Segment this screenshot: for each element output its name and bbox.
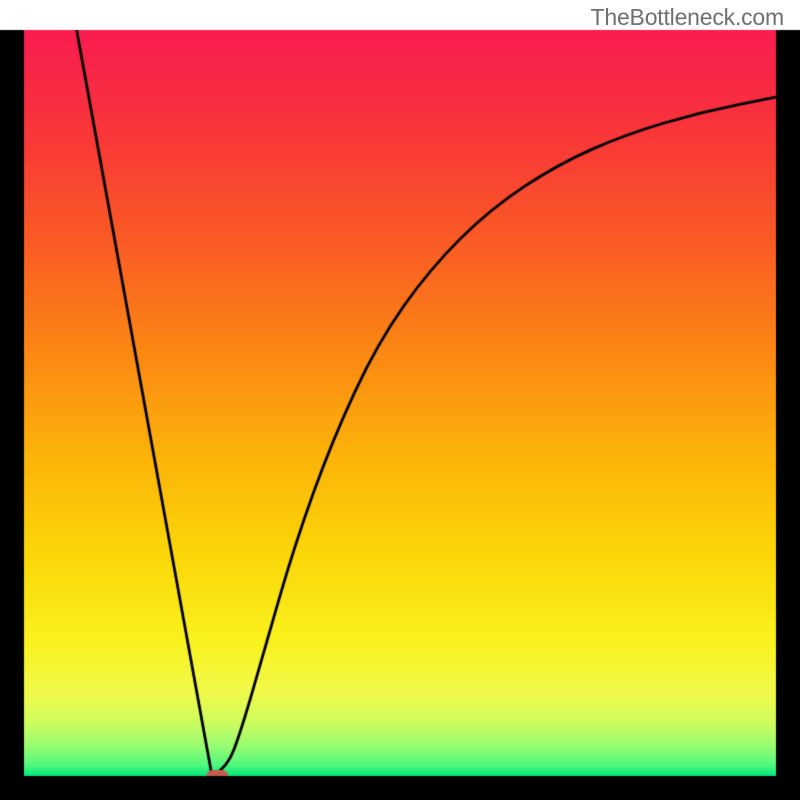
chart-canvas [0, 0, 800, 800]
attribution-label: TheBottleneck.com [591, 4, 784, 31]
bottleneck-chart: TheBottleneck.com [0, 0, 800, 800]
